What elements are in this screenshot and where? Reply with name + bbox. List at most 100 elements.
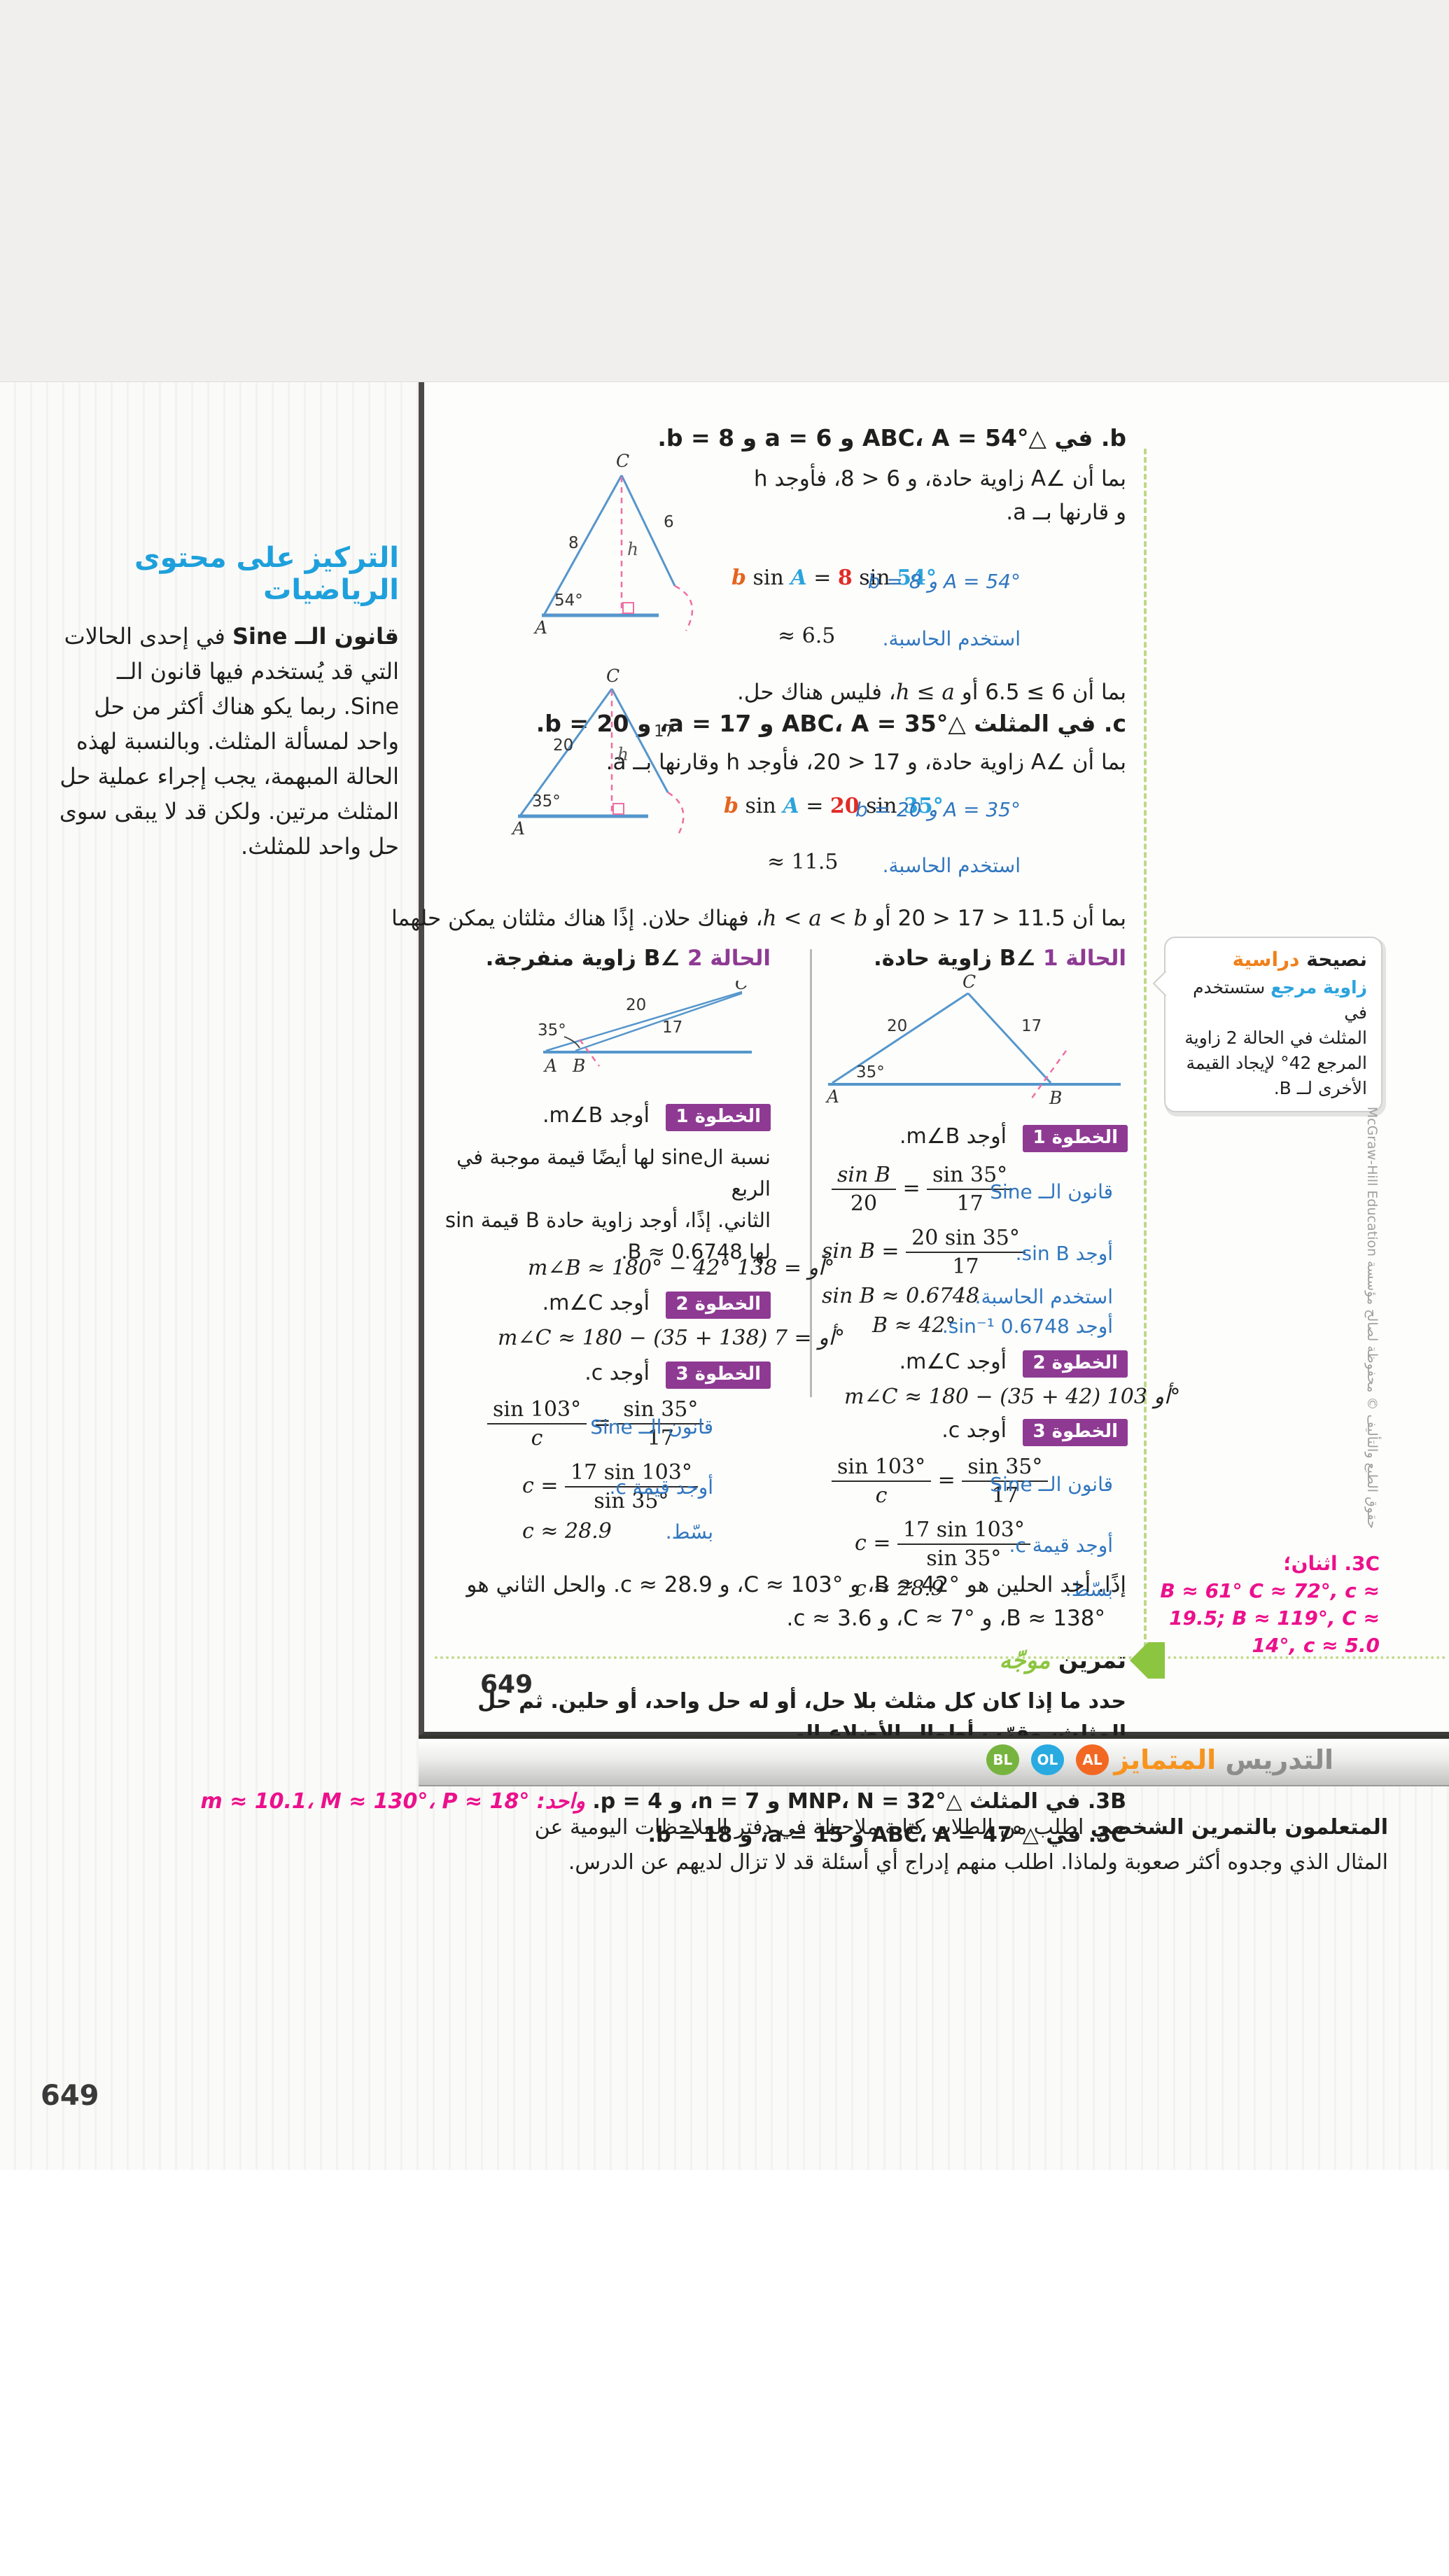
fig2-angle-35: 35°: [538, 1021, 566, 1040]
margin-answer-3c-l2: B ≈ 61° C ≈ 72°, c ≈: [1160, 1579, 1380, 1602]
case1-eq2-lhs: sin B =: [822, 1239, 906, 1264]
case1-eq1-rden: 17: [956, 1191, 983, 1216]
sidebar-title: التركيز على محتوى الرياضيات: [134, 542, 399, 606]
fig-c-label-C: C: [606, 668, 620, 686]
fig1-label-B: B: [1049, 1088, 1062, 1107]
margin-answer-3c-l4: 14°, c ≈ 5.0: [1252, 1634, 1380, 1657]
case2-step2-label: أوجد m∠C.: [542, 1291, 650, 1315]
case1-step3-label: أوجد c.: [941, 1418, 1007, 1443]
case1-step2-badge: الخطوة 2: [1023, 1350, 1128, 1378]
example-b-equation: b sin A = 8 sin 54°: [732, 566, 937, 590]
case2-eq3-equals: =: [593, 1410, 618, 1435]
fig1-label-C: C: [962, 974, 976, 992]
case2-eq4-lhs: c =: [522, 1474, 566, 1498]
example-b-conclusion: بما أن 6.5 ≤ 6 أو h ≤ a، فليس هناك حل.: [737, 680, 1126, 705]
case1-eq7-lhs: c =: [855, 1531, 898, 1555]
case1-eq8-just: بسّط.: [1065, 1578, 1113, 1601]
case1-step3-badge: الخطوة 3: [1023, 1419, 1128, 1446]
case1-eq4: B ≈ 42°: [872, 1313, 956, 1338]
case1-eq6-rnum: sin 35°: [962, 1455, 1049, 1482]
bottom-margin: [0, 2170, 1449, 2576]
case2-para-l2: الثاني. إذًا، أوجد زاوية حادة B قيمة sin: [444, 1208, 771, 1232]
case2-step2-badge: الخطوة 2: [666, 1292, 771, 1319]
case1-eq1-lnum: sin B: [832, 1163, 896, 1190]
badge-bl: BL: [986, 1744, 1019, 1775]
sidebar-body: قانون الــ Sine في إحدى الحالات التي قد …: [55, 619, 399, 864]
study-tip-callout: نصيحة دراسية زاوية مرجع ستستخدم في المثل…: [1152, 937, 1382, 1112]
study-tip-l2: المثلث في الحالة 2 زاوية: [1184, 1028, 1367, 1048]
case1-eq6: sin 103° c = sin 35° 17: [832, 1455, 1049, 1508]
example-c-justification1: A = 35° و b = 20: [855, 798, 1021, 821]
fig1-angle-35: 35°: [856, 1063, 885, 1082]
triangle-figure-b: C 8 6 h 54° A: [533, 451, 694, 638]
case1-eq3: sin B ≈ 0.6748: [822, 1284, 980, 1308]
fig-b-side-6: 6: [664, 513, 674, 531]
case1-eq3-just: استخدم الحاسبة.: [974, 1285, 1113, 1308]
fig-c-side-17: 17: [654, 722, 674, 741]
example-b-condition-line2: و قارنها بــ a.: [1006, 500, 1126, 525]
fig2-side-17: 17: [662, 1018, 682, 1037]
eq-b-sin2: sin: [852, 566, 897, 590]
case2-eq3-rnum: sin 35°: [617, 1397, 704, 1424]
case2-step2-row: الخطوة 2 أوجد m∠C.: [542, 1291, 771, 1319]
green-dashed-divider: [1144, 449, 1147, 1656]
problem-3b-text: 3B. في المثلث △MNP، N = 32° و n = 7، و p…: [584, 1789, 1126, 1814]
case2-eq5-just: بسّط.: [665, 1520, 713, 1544]
example-b-justification1: A = 54° و b = 8: [867, 570, 1021, 593]
c-concl-or: أو: [867, 906, 898, 931]
fig-c-side-20: 20: [553, 736, 573, 755]
case1-eq2-den: 17: [952, 1254, 979, 1279]
case2-step1-row: الخطوة 1 أوجد m∠B.: [542, 1103, 771, 1131]
case1-step1-label: أوجد m∠B.: [899, 1124, 1007, 1149]
fig-b-angle-54: 54°: [554, 592, 583, 610]
case2-paragraph: نسبة الsine لها أيضًا قيمة موجبة في الرب…: [424, 1142, 771, 1268]
case1-eq5: m∠C ≈ 180 − (35 + 42) أو 103°: [844, 1385, 1181, 1409]
case2-step3-label: أوجد c.: [584, 1361, 650, 1385]
guided-practice-title-2: موجّه: [999, 1646, 1051, 1674]
example-c-conclusion: بما أن 20 > 17 > 11.5 أو h < a < b، فهنا…: [391, 906, 1126, 931]
case2-eq2: m∠C ≈ 180 − (35 + 138) أو = 7°: [498, 1326, 845, 1350]
c-cond-a: بما أن ∠A زاوية حادة، و: [900, 750, 1126, 775]
copyright-vertical: حقوق الطبع والتأليف © محفوظة لصالح مؤسسة…: [1364, 1106, 1380, 1529]
fig1-label-A: A: [825, 1086, 839, 1107]
example-b-heading: b. في △ABC، A = 54° و a = 6 و b = 8.: [657, 424, 1126, 451]
study-tip-tail: [1152, 970, 1179, 997]
case1-eq1: sin B 20 = sin 35° 17: [832, 1163, 1014, 1216]
scan-page-number: 649: [480, 1670, 533, 1699]
example-b-approx: ≈ 6.5: [778, 624, 836, 648]
fig-c-label-h: h: [617, 744, 629, 764]
eq-c-angle: 35°: [904, 794, 944, 818]
fig-b-label-h: h: [627, 539, 638, 559]
case1-step3-row: الخطوة 3 أوجد c.: [941, 1418, 1128, 1446]
differentiated-instruction-bar: التدريس المتمايز BL OL AL: [419, 1735, 1449, 1786]
margin-answer-3c: 3C. اثنان؛ B ≈ 61° C ≈ 72°, c ≈ 19.5; B …: [1156, 1550, 1380, 1659]
sidebar-lead: قانون الــ Sine: [232, 623, 399, 650]
c-cond-b: ، فأوجد h وقارنها بــ a.: [606, 750, 813, 775]
study-tip-title: نصيحة دراسية: [1180, 948, 1367, 971]
case2-para-l1: نسبة الsine لها أيضًا قيمة موجبة في الرب…: [456, 1145, 771, 1200]
eq-c-equals: =: [799, 794, 830, 818]
diff-bar-title: التدريس المتمايز: [1114, 1744, 1334, 1775]
example-c-equation: b sin A = 20 sin 35°: [724, 794, 944, 818]
b-concl-c: ، فليس هناك حل.: [737, 680, 896, 705]
fig1-side-17: 17: [1021, 1017, 1042, 1035]
case2-title-text: ∠B زاوية منفرجة.: [485, 946, 687, 971]
diff-paragraph-lead: المتعلمون بالتمرين الشخصي: [1090, 1815, 1388, 1840]
case1-eq7-just: أوجد قيمة c.: [1009, 1534, 1113, 1557]
case2-eq3-rden: 17: [647, 1426, 674, 1450]
case1-step1-row: الخطوة 1 أوجد m∠B.: [899, 1124, 1128, 1152]
case2-eq1: m∠B ≈ 180° − 42° أو = 138°: [528, 1256, 835, 1280]
answer-3b: واحد: m ≈ 10.1، M ≈ 130°، P ≈ 18°: [200, 1789, 585, 1814]
example-c-condition: بما أن ∠A زاوية حادة، و 20 > 17، فأوجد h…: [606, 750, 1126, 775]
eq-c-var-b: b: [724, 794, 738, 818]
eq-b-sin1: sin: [746, 566, 791, 590]
case2-step1-badge: الخطوة 1: [666, 1104, 771, 1131]
fig2-label-C: C: [735, 981, 748, 993]
solution-summary-line2: B ≈ 138°، و C ≈ 7°، و c ≈ 3.6.: [786, 1606, 1105, 1631]
diff-bar-title-2: المتمايز: [1114, 1744, 1217, 1775]
case1-eq8: c ≈ 28.9: [855, 1576, 944, 1601]
case1-eq1-equals: =: [902, 1176, 927, 1200]
sidebar-focus-on-math: التركيز على محتوى الرياضيات قانون الــ S…: [55, 542, 399, 864]
solution-summary-line1: إذًا. أحد الحلين هو B ≈ 42°، و C ≈ 103°،…: [466, 1572, 1126, 1597]
example-b-cond-b: ، فأوجد h: [753, 466, 841, 491]
